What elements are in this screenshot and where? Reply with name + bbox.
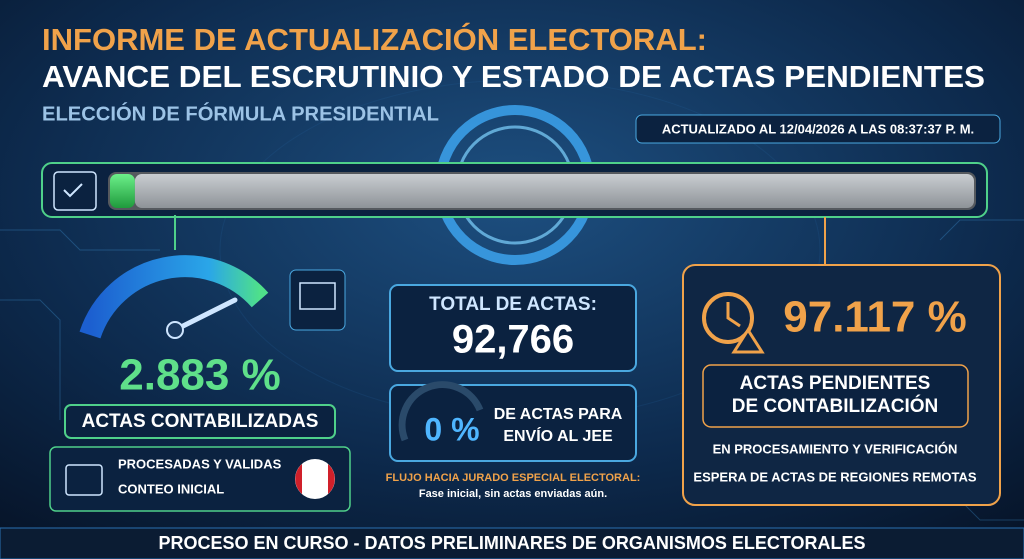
jee-box: [389, 384, 637, 462]
flow-note: Fase inicial, sin actas enviadas aún.: [419, 488, 607, 500]
total-box: [389, 284, 637, 372]
jee-text: ENVÍO AL JEE: [503, 426, 613, 445]
counted-percent: 2.883 %: [119, 351, 280, 400]
progress-counted: [110, 174, 135, 208]
warning-icon: [731, 327, 765, 354]
title: AVANCE DEL ESCRUTINIO Y ESTADO DE ACTAS …: [42, 59, 985, 94]
total-label: TOTAL DE ACTAS:: [429, 294, 597, 315]
monitor-icon: [289, 269, 346, 331]
pending-caption: ACTAS PENDIENTES: [740, 373, 931, 394]
counted-detail: PROCESADAS Y VALIDAS: [118, 456, 282, 471]
footer-bar: [0, 527, 1024, 559]
footer-text: PROCESO EN CURSO - DATOS PRELIMINARES DE…: [158, 533, 865, 553]
pending-caption-box: [702, 364, 969, 428]
clock-icon: [702, 292, 754, 344]
flow-title: FLUJO HACIA JURADO ESPECIAL ELECTORAL:: [386, 472, 641, 484]
jee-value: 0 %: [424, 411, 479, 447]
pending-note: EN PROCESAMIENTO Y VERIFICACIÓN: [713, 441, 958, 456]
update-badge: [635, 114, 1001, 144]
pending-note: ESPERA DE ACTAS DE REGIONES REMOTAS: [693, 469, 976, 484]
jee-gauge: [398, 381, 484, 442]
monitor-screen: [299, 282, 336, 310]
check-icon: [63, 183, 83, 198]
counted-caption-box: [64, 404, 336, 439]
progress-pending: [134, 174, 974, 208]
total-value: 92,766: [452, 318, 574, 362]
title: INFORME DE ACTUALIZACIÓN ELECTORAL:: [42, 21, 707, 57]
gauge: [79, 255, 269, 339]
update-text: ACTUALIZADO AL 12/04/2026 A LAS 08:37:37…: [662, 121, 974, 136]
pending-caption: DE CONTABILIZACIÓN: [732, 395, 939, 417]
ballot-icon: [53, 171, 97, 211]
counted-detail: CONTEO INICIAL: [118, 481, 224, 496]
subtitle: ELECCIÓN DE FÓRMULA PRESIDENTIAL: [42, 101, 439, 125]
ballot-icon: [65, 464, 103, 496]
jee-text: DE ACTAS PARA: [494, 406, 623, 423]
counted-caption: ACTAS CONTABILIZADAS: [82, 411, 319, 432]
pending-percent: 97.117 %: [783, 293, 967, 342]
gauge-hub: [166, 321, 184, 339]
flag: [295, 459, 335, 499]
clock-hands: [726, 302, 741, 328]
counted-detail-box: [49, 446, 351, 512]
gauge-needle: [172, 297, 238, 333]
